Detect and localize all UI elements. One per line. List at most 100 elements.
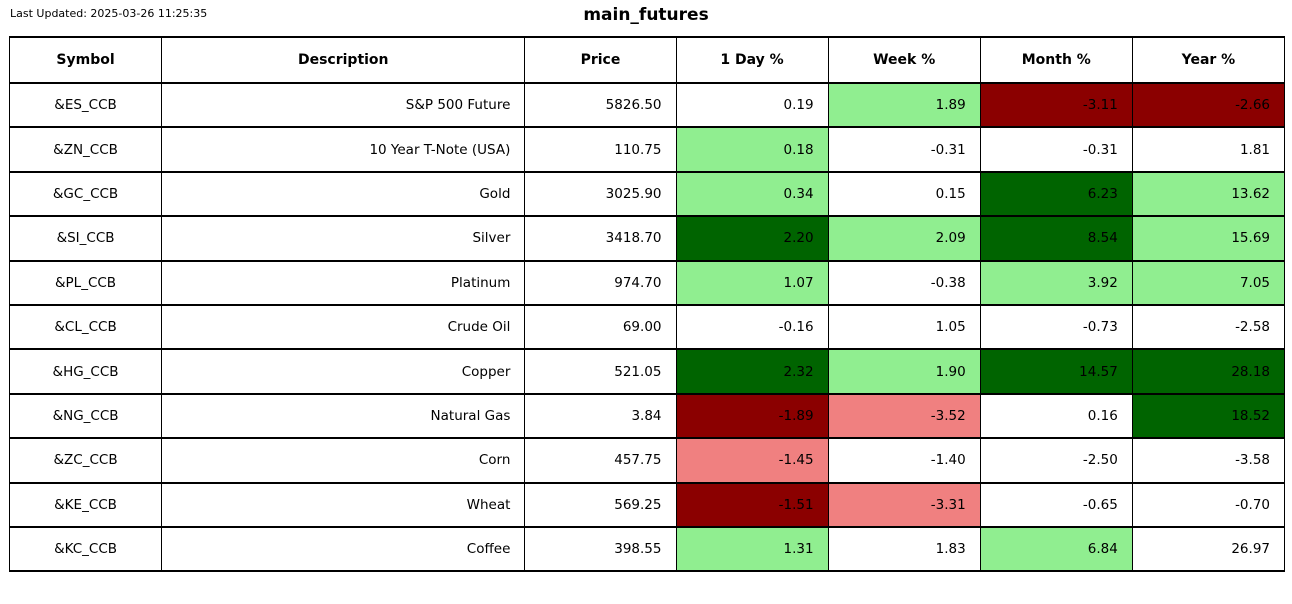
month-pct-cell: 6.23 [979, 170, 1133, 218]
day-pct-cell: -0.16 [675, 303, 829, 351]
column-header-month-pct: Month % [979, 36, 1133, 84]
month-pct-cell: 6.84 [979, 525, 1133, 573]
week-pct-cell: 1.05 [827, 303, 981, 351]
symbol-cell: &KE_CCB [8, 481, 163, 528]
column-header-week-pct: Week % [827, 36, 981, 84]
description-cell: Crude Oil [161, 303, 526, 351]
month-pct-cell: -0.65 [979, 481, 1133, 528]
week-pct-cell: -3.52 [827, 392, 981, 440]
symbol-cell: &ZC_CCB [8, 437, 163, 484]
price-cell: 69.00 [524, 303, 677, 351]
year-pct-cell: -2.66 [1131, 81, 1286, 129]
year-pct-cell: -2.58 [1131, 303, 1286, 351]
description-cell: Platinum [161, 259, 526, 306]
table-row: &ZN_CCB 10 Year T-Note (USA) 110.75 0.18 -0.… [8, 126, 1286, 173]
description-cell: Natural Gas [161, 392, 526, 440]
price-cell: 3025.90 [524, 170, 677, 218]
year-pct-cell: 28.18 [1131, 348, 1286, 395]
price-cell: 3418.70 [524, 215, 677, 262]
year-pct-cell: 13.62 [1131, 170, 1286, 218]
year-pct-cell: 1.81 [1131, 126, 1286, 173]
table-row: &GC_CCB Gold 3025.90 0.34 0.15 6.23 13.62 [8, 170, 1286, 218]
year-pct-cell: 7.05 [1131, 259, 1286, 306]
year-pct-cell: 18.52 [1131, 392, 1286, 440]
description-cell: Gold [161, 170, 526, 218]
month-pct-cell: 8.54 [979, 215, 1133, 262]
page-title: main_futures [583, 5, 709, 25]
futures-table-body: &ES_CCB S&P 500 Future 5826.50 0.19 1.89 -3.1… [8, 81, 1286, 573]
month-pct-cell: -0.73 [979, 303, 1133, 351]
price-cell: 3.84 [524, 392, 677, 440]
month-pct-cell: 3.92 [979, 259, 1133, 306]
symbol-cell: &GC_CCB [8, 170, 163, 218]
price-cell: 398.55 [524, 525, 677, 573]
table-row: &SI_CCB Silver 3418.70 2.20 2.09 8.54 15.69 [8, 215, 1286, 262]
column-header-description: Description [161, 36, 526, 84]
description-cell: S&P 500 Future [161, 81, 526, 129]
description-cell: 10 Year T-Note (USA) [161, 126, 526, 173]
day-pct-cell: -1.89 [675, 392, 829, 440]
symbol-cell: &ES_CCB [8, 81, 163, 129]
price-cell: 110.75 [524, 126, 677, 173]
month-pct-cell: 0.16 [979, 392, 1133, 440]
week-pct-cell: 2.09 [827, 215, 981, 262]
day-pct-cell: 1.07 [675, 259, 829, 306]
table-row: &KE_CCB Wheat 569.25 -1.51 -3.31 -0.65 -0.70 [8, 481, 1286, 528]
year-pct-cell: 26.97 [1131, 525, 1286, 573]
table-row: &HG_CCB Copper 521.05 2.32 1.90 14.57 28.18 [8, 348, 1286, 395]
description-cell: Wheat [161, 481, 526, 528]
week-pct-cell: -3.31 [827, 481, 981, 528]
symbol-cell: &CL_CCB [8, 303, 163, 351]
symbol-cell: &PL_CCB [8, 259, 163, 306]
header-row: Symbol Description Price 1 Day % Week % … [8, 36, 1286, 84]
description-cell: Coffee [161, 525, 526, 573]
symbol-cell: &HG_CCB [8, 348, 163, 395]
price-cell: 5826.50 [524, 81, 677, 129]
table-row: &CL_CCB Crude Oil 69.00 -0.16 1.05 -0.73 -2.58 [8, 303, 1286, 351]
symbol-cell: &NG_CCB [8, 392, 163, 440]
table-header: Symbol Description Price 1 Day % Week % … [8, 36, 1286, 84]
symbol-cell: &SI_CCB [8, 215, 163, 262]
table-row: &KC_CCB Coffee 398.55 1.31 1.83 6.84 26.97 [8, 525, 1286, 573]
year-pct-cell: 15.69 [1131, 215, 1286, 262]
symbol-cell: &ZN_CCB [8, 126, 163, 173]
month-pct-cell: 14.57 [979, 348, 1133, 395]
week-pct-cell: 1.89 [827, 81, 981, 129]
week-pct-cell: -1.40 [827, 437, 981, 484]
last-updated-label: Last Updated: 2025-03-26 11:25:35 [10, 7, 208, 20]
week-pct-cell: 0.15 [827, 170, 981, 218]
table-row: &PL_CCB Platinum 974.70 1.07 -0.38 3.92 7.05 [8, 259, 1286, 306]
description-cell: Copper [161, 348, 526, 395]
column-header-year-pct: Year % [1131, 36, 1286, 84]
day-pct-cell: -1.45 [675, 437, 829, 484]
price-cell: 457.75 [524, 437, 677, 484]
month-pct-cell: -3.11 [979, 81, 1133, 129]
year-pct-cell: -3.58 [1131, 437, 1286, 484]
description-cell: Silver [161, 215, 526, 262]
price-cell: 569.25 [524, 481, 677, 528]
table-row: &ZC_CCB Corn 457.75 -1.45 -1.40 -2.50 -3.58 [8, 437, 1286, 484]
day-pct-cell: 0.18 [675, 126, 829, 173]
price-cell: 521.05 [524, 348, 677, 395]
symbol-cell: &KC_CCB [8, 525, 163, 573]
day-pct-cell: -1.51 [675, 481, 829, 528]
week-pct-cell: -0.38 [827, 259, 981, 306]
year-pct-cell: -0.70 [1131, 481, 1286, 528]
price-cell: 974.70 [524, 259, 677, 306]
table-row: &ES_CCB S&P 500 Future 5826.50 0.19 1.89 -3.1… [8, 81, 1286, 129]
day-pct-cell: 2.20 [675, 215, 829, 262]
day-pct-cell: 1.31 [675, 525, 829, 573]
week-pct-cell: 1.90 [827, 348, 981, 395]
column-header-day-pct: 1 Day % [675, 36, 829, 84]
futures-table: Symbol Description Price 1 Day % Week % … [8, 36, 1286, 573]
month-pct-cell: -2.50 [979, 437, 1133, 484]
column-header-symbol: Symbol [8, 36, 163, 84]
table-row: &NG_CCB Natural Gas 3.84 -1.89 -3.52 0.16 18.5… [8, 392, 1286, 440]
week-pct-cell: 1.83 [827, 525, 981, 573]
day-pct-cell: 0.19 [675, 81, 829, 129]
month-pct-cell: -0.31 [979, 126, 1133, 173]
description-cell: Corn [161, 437, 526, 484]
column-header-price: Price [524, 36, 677, 84]
day-pct-cell: 2.32 [675, 348, 829, 395]
